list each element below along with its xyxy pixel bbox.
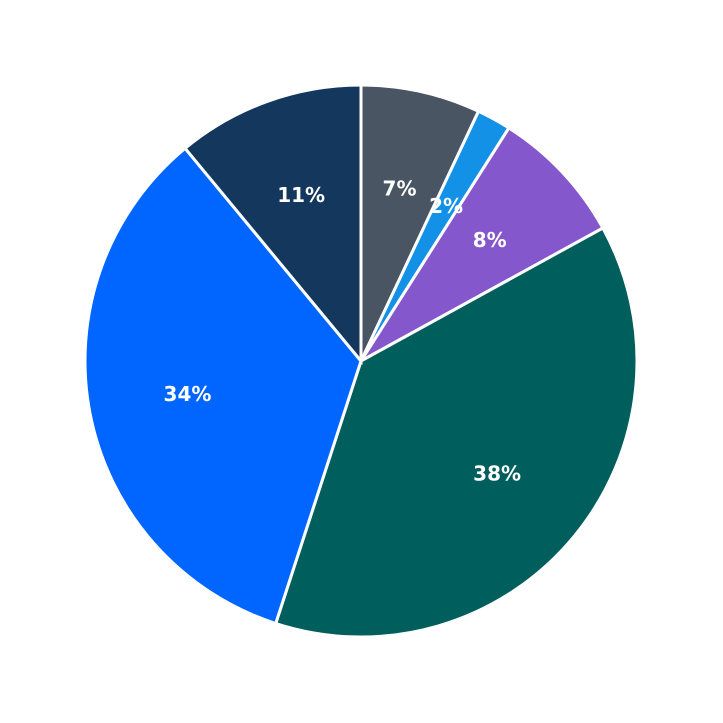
pie-slices (83, 83, 639, 639)
slice-percent-label: 38% (473, 462, 521, 486)
pie-slice-38pct (273, 225, 639, 639)
pie-slice-11pct (182, 83, 363, 366)
pie-slice-8pct (359, 125, 605, 363)
slice-percent-label: 11% (277, 183, 325, 207)
pie-slice-34pct (83, 146, 363, 626)
slice-percent-label: 8% (473, 228, 507, 252)
pie-slice-7pct (359, 83, 481, 362)
slice-percent-label: 2% (429, 194, 463, 218)
slice-percent-label: 7% (383, 177, 417, 201)
pie-labels: 7% 2% 8% 38% 34% 11% (164, 177, 521, 486)
slice-percent-label: 34% (164, 382, 212, 406)
